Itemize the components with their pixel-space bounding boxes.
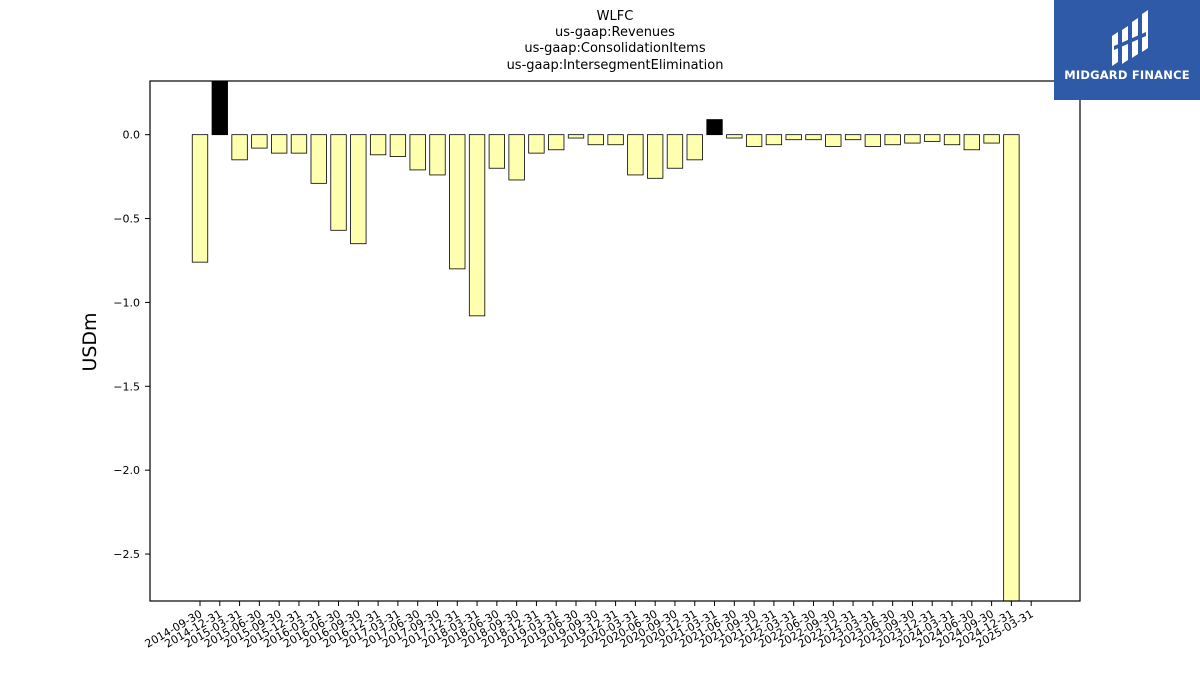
y-tick-label: −2.5 — [113, 548, 140, 561]
bar-2019-09-30 — [587, 134, 604, 146]
bar-2017-03-31 — [389, 134, 407, 157]
bar-2016-06-30 — [330, 134, 347, 231]
bar-2019-06-30 — [567, 134, 585, 139]
y-tick-label: −2.0 — [113, 464, 140, 477]
bar-2023-03-31 — [864, 134, 882, 147]
bar-2016-09-30 — [350, 134, 367, 245]
bar-2021-06-30 — [726, 134, 743, 139]
bar-2024-12-31 — [1003, 134, 1020, 602]
bar-2015-06-30 — [251, 134, 268, 149]
bar-2016-03-31 — [310, 134, 327, 184]
bar-2019-03-31 — [548, 134, 565, 151]
x-axis: 2014-09-302014-12-312015-03-312015-06-30… — [143, 601, 1036, 651]
bar-2022-09-30 — [825, 134, 842, 147]
y-tick-label: −1.0 — [113, 296, 140, 309]
bar-2015-12-31 — [290, 134, 308, 154]
bar-2019-12-31 — [607, 134, 624, 146]
bar-2018-03-31 — [468, 134, 486, 317]
bar-2023-12-31 — [924, 134, 941, 142]
bar-2017-09-30 — [429, 134, 446, 176]
chart-title-line-2: us-gaap:Revenues — [555, 25, 675, 40]
bar-2020-09-30 — [666, 134, 684, 169]
bar-2021-09-30 — [745, 134, 763, 147]
midgard-logo-icon — [1112, 10, 1148, 66]
chart-title-line-1: WLFC — [597, 9, 634, 24]
bar-2023-06-30 — [884, 134, 901, 146]
bar-series — [191, 80, 1020, 602]
brand-logo-text: MIDGARD FINANCE — [1064, 68, 1190, 82]
brand-logo: MIDGARD FINANCE — [1054, 0, 1200, 100]
bar-2018-09-30 — [508, 134, 525, 181]
bar-2016-12-31 — [369, 134, 387, 156]
bar-2014-09-30 — [191, 134, 209, 263]
bar-2024-03-31 — [943, 134, 961, 146]
bar-2024-09-30 — [983, 134, 1000, 144]
plot-frame — [149, 80, 1081, 602]
bar-2022-12-31 — [844, 134, 862, 141]
bar-2020-06-30 — [647, 134, 664, 179]
y-tick-label: −1.5 — [113, 380, 140, 393]
bar-2015-03-31 — [231, 134, 248, 161]
bar-2015-09-30 — [271, 134, 288, 154]
bar-2022-06-30 — [805, 134, 822, 141]
y-tick-label: 0.0 — [123, 129, 141, 142]
bar-2018-06-30 — [488, 134, 506, 169]
bar-2017-12-31 — [449, 134, 466, 270]
bar-2017-06-30 — [409, 134, 426, 171]
bar-2021-12-31 — [765, 134, 783, 146]
y-axis: 0.0 −0.5 −1.0 −1.5 −2.0 −2.5 — [113, 129, 150, 561]
y-axis-label: USDm — [79, 312, 101, 371]
y-tick-label: −0.5 — [113, 213, 140, 226]
bar-2021-03-31 — [706, 119, 723, 136]
bar-2023-09-30 — [904, 134, 921, 144]
chart-title-line-4: us-gaap:IntersegmentElimination — [507, 58, 724, 73]
chart-title-line-3: us-gaap:ConsolidationItems — [524, 41, 705, 56]
bar-2024-06-30 — [963, 134, 980, 151]
bar-2020-12-31 — [686, 134, 703, 161]
bar-2014-12-31 — [211, 80, 228, 136]
bar-2018-12-31 — [528, 134, 545, 154]
chart-title: WLFC us-gaap:Revenues us-gaap:Consolidat… — [507, 9, 724, 73]
bar-2022-03-31 — [785, 134, 802, 141]
bar-2020-03-31 — [627, 134, 644, 176]
